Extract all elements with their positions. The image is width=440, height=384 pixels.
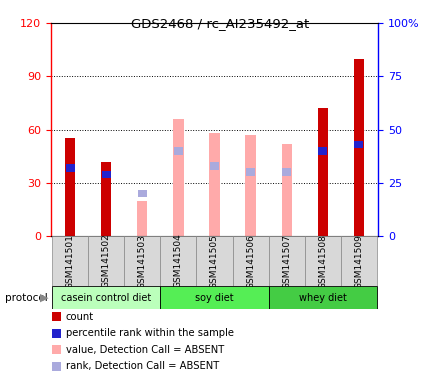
Text: GSM141501: GSM141501 (66, 234, 75, 288)
Bar (246, 135, 256, 236)
Bar (318, 147, 327, 155)
Bar (161, 236, 197, 286)
Bar (102, 170, 111, 178)
Bar (354, 141, 363, 148)
Text: protocol: protocol (5, 293, 48, 303)
Bar (125, 236, 161, 286)
Text: GSM141503: GSM141503 (138, 234, 147, 288)
Bar (137, 200, 147, 236)
Bar (52, 236, 88, 286)
Text: count: count (66, 312, 94, 322)
Text: GSM141506: GSM141506 (246, 234, 255, 288)
Bar (318, 108, 328, 236)
Text: soy diet: soy diet (195, 293, 234, 303)
Bar (209, 133, 220, 236)
Bar (304, 236, 341, 286)
Bar (268, 236, 304, 286)
Text: GSM141509: GSM141509 (354, 234, 363, 288)
Bar (232, 236, 268, 286)
Bar (66, 139, 75, 236)
Text: ▶: ▶ (40, 293, 48, 303)
Bar (101, 162, 111, 236)
Text: GSM141507: GSM141507 (282, 234, 291, 288)
Bar (161, 286, 268, 309)
Bar (268, 286, 377, 309)
Bar (88, 236, 125, 286)
Bar (173, 119, 183, 236)
Bar (210, 162, 219, 170)
Bar (246, 169, 255, 176)
Bar (174, 147, 183, 155)
Text: GSM141504: GSM141504 (174, 234, 183, 288)
Bar (52, 286, 161, 309)
Text: percentile rank within the sample: percentile rank within the sample (66, 328, 234, 338)
Text: value, Detection Call = ABSENT: value, Detection Call = ABSENT (66, 345, 224, 355)
Bar (282, 169, 291, 176)
Text: GDS2468 / rc_AI235492_at: GDS2468 / rc_AI235492_at (131, 17, 309, 30)
Text: GSM141508: GSM141508 (318, 234, 327, 288)
Text: casein control diet: casein control diet (61, 293, 151, 303)
Bar (66, 164, 75, 172)
Text: rank, Detection Call = ABSENT: rank, Detection Call = ABSENT (66, 361, 219, 371)
Bar (282, 144, 292, 236)
Text: GSM141505: GSM141505 (210, 234, 219, 288)
Bar (341, 236, 377, 286)
Bar (197, 236, 232, 286)
Text: whey diet: whey diet (299, 293, 347, 303)
Bar (354, 58, 363, 236)
Text: GSM141502: GSM141502 (102, 234, 111, 288)
Bar (138, 190, 147, 197)
